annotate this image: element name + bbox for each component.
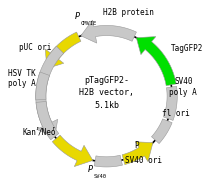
Text: SV40
poly A: SV40 poly A [169, 77, 197, 97]
Text: pTagGFP2-
H2B vector,
5.1kb: pTagGFP2- H2B vector, 5.1kb [79, 75, 134, 110]
Text: r: r [36, 126, 39, 132]
Text: SV40 ori: SV40 ori [125, 156, 162, 164]
Polygon shape [122, 142, 153, 164]
Polygon shape [52, 135, 93, 166]
Text: HSV TK
poly A: HSV TK poly A [7, 69, 35, 88]
Polygon shape [36, 72, 50, 100]
Text: P: P [88, 165, 93, 174]
Polygon shape [36, 46, 64, 137]
Text: /Neo: /Neo [37, 128, 56, 137]
Text: P: P [75, 12, 80, 21]
Polygon shape [36, 102, 59, 140]
Text: CMVIE: CMVIE [81, 21, 97, 26]
Text: TagGFP2: TagGFP2 [171, 44, 203, 53]
Text: fl ori: fl ori [162, 109, 190, 118]
Polygon shape [163, 86, 177, 120]
Polygon shape [151, 119, 172, 144]
Text: Kan: Kan [22, 128, 36, 137]
Polygon shape [136, 37, 176, 86]
Text: pUC ori: pUC ori [19, 43, 52, 52]
Text: P: P [135, 141, 139, 150]
Polygon shape [81, 20, 136, 43]
Polygon shape [45, 32, 81, 68]
Text: SV40: SV40 [94, 174, 107, 179]
Polygon shape [94, 155, 122, 167]
Text: r: r [52, 126, 56, 132]
Text: H2B protein: H2B protein [103, 9, 154, 17]
